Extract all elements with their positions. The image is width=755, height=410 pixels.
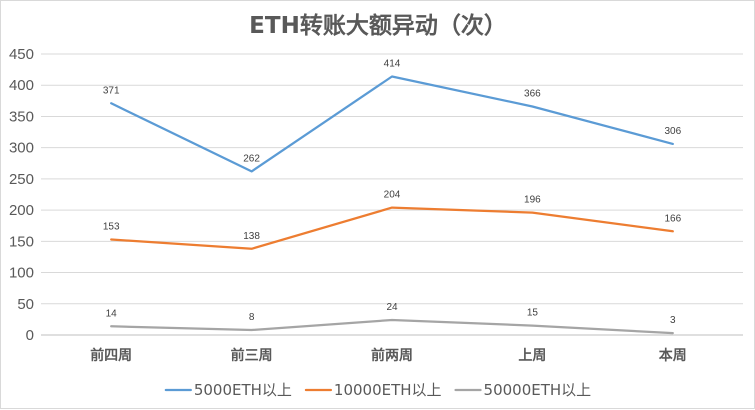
data-label: 153 bbox=[103, 221, 120, 232]
data-label: 414 bbox=[384, 58, 401, 69]
series-line bbox=[110, 75, 674, 173]
y-tick-label: 150 bbox=[9, 233, 34, 250]
series-line bbox=[110, 318, 674, 335]
legend-label: 50000ETH以上 bbox=[484, 381, 592, 399]
data-label: 8 bbox=[249, 312, 255, 323]
legend-item: 5000ETH以上 bbox=[164, 381, 292, 399]
gridlines bbox=[41, 53, 743, 336]
series-lines bbox=[110, 75, 674, 335]
x-category-label: 前四周 bbox=[90, 347, 132, 364]
y-tick-label: 100 bbox=[9, 265, 34, 282]
y-tick-label: 0 bbox=[26, 327, 34, 344]
data-label: 204 bbox=[384, 190, 401, 201]
data-label: 138 bbox=[243, 231, 260, 242]
y-tick-label: 50 bbox=[17, 296, 34, 313]
data-label: 196 bbox=[524, 195, 541, 206]
y-tick-label: 350 bbox=[9, 108, 34, 125]
data-label: 166 bbox=[664, 213, 681, 224]
legend-label: 5000ETH以上 bbox=[194, 381, 292, 399]
chart-title: ETH转账大额异动（次） bbox=[249, 12, 507, 39]
y-tick-label: 200 bbox=[9, 202, 34, 219]
legend-label: 10000ETH以上 bbox=[334, 381, 442, 399]
data-label: 371 bbox=[103, 85, 120, 96]
data-label: 24 bbox=[386, 302, 398, 313]
y-tick-label: 300 bbox=[9, 140, 34, 157]
x-category-label: 前三周 bbox=[231, 347, 273, 364]
legend-item: 50000ETH以上 bbox=[454, 381, 592, 399]
data-label: 262 bbox=[243, 153, 260, 164]
x-category-label: 本周 bbox=[659, 347, 687, 364]
y-axis-ticks: 0 50 100 150 200 250 300 350 400 450 bbox=[9, 46, 34, 344]
y-tick-label: 250 bbox=[9, 171, 34, 188]
data-label: 306 bbox=[664, 126, 681, 137]
data-label: 366 bbox=[524, 88, 541, 99]
x-category-label: 前两周 bbox=[371, 347, 413, 364]
legend-item: 10000ETH以上 bbox=[304, 381, 442, 399]
data-label: 14 bbox=[106, 308, 118, 319]
legend: 5000ETH以上 10000ETH以上 50000ETH以上 bbox=[164, 381, 592, 399]
x-axis-categories: 前四周 前三周 前两周 上周 本周 bbox=[90, 347, 687, 364]
data-label: 3 bbox=[670, 315, 676, 326]
y-tick-label: 450 bbox=[9, 46, 34, 63]
y-tick-label: 400 bbox=[9, 77, 34, 94]
data-label: 15 bbox=[527, 308, 539, 319]
x-category-label: 上周 bbox=[518, 348, 546, 364]
series-line bbox=[110, 206, 674, 250]
